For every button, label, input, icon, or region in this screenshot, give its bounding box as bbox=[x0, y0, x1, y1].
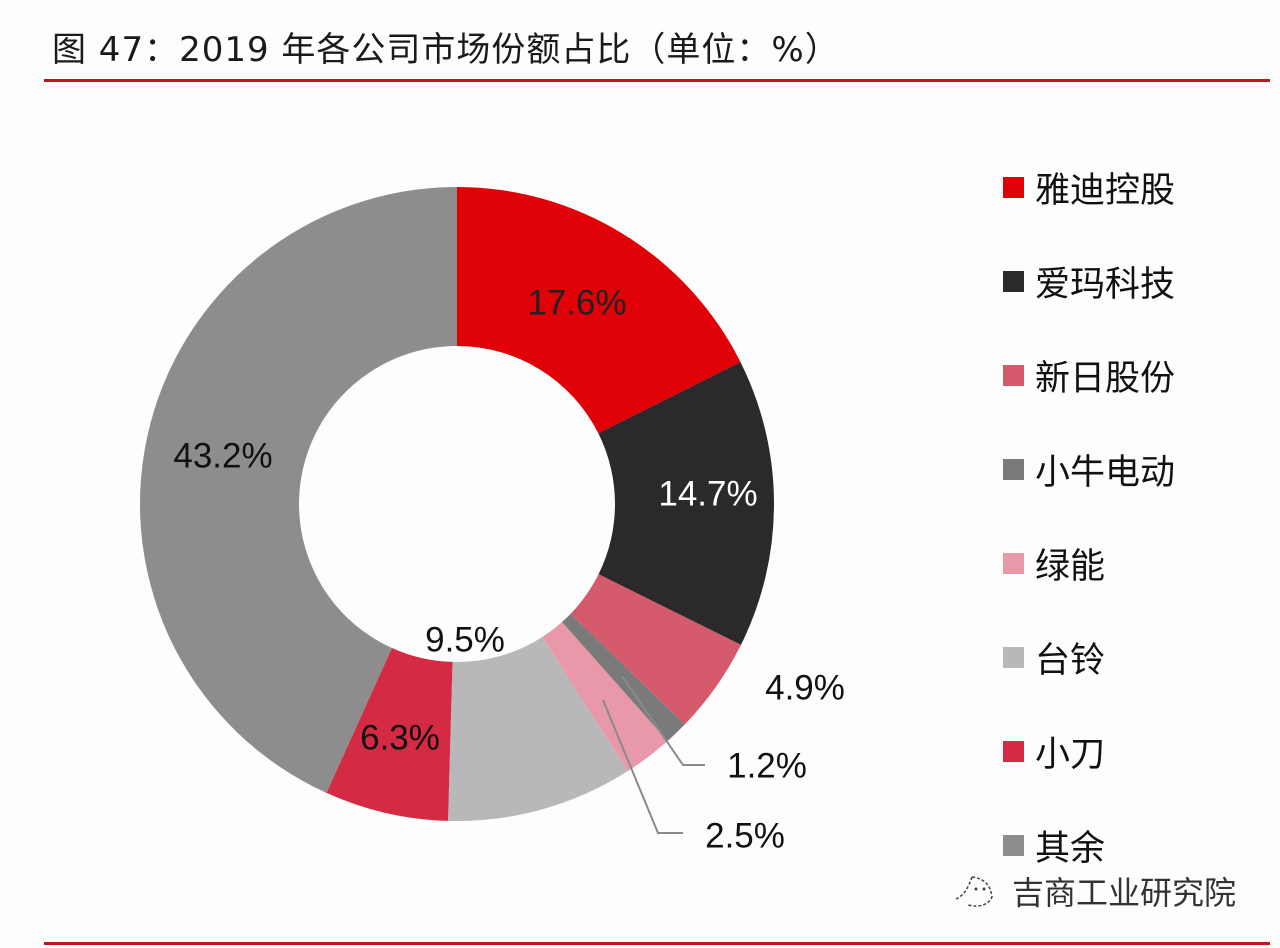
legend-swatch bbox=[1003, 740, 1024, 762]
legend-label: 绿能 bbox=[1035, 546, 1106, 587]
legend-item: 绿能 bbox=[1003, 543, 1263, 587]
donut-chart: 17.6% 14.7% 4.9% 1.2% 2.5% 9.5% 6.3% 43.2% bbox=[139, 187, 845, 855]
legend-label: 台铃 bbox=[1035, 640, 1106, 681]
data-label-8: 43.2% bbox=[173, 436, 272, 475]
legend-swatch bbox=[1003, 270, 1024, 292]
bottom-divider bbox=[44, 942, 1270, 945]
legend-swatch bbox=[1003, 176, 1024, 198]
slice-8 bbox=[139, 187, 457, 793]
slice-3 bbox=[570, 574, 741, 725]
legend-item: 新日股份 bbox=[1003, 355, 1263, 399]
legend-label: 雅迪控股 bbox=[1035, 170, 1176, 211]
data-label-3: 4.9% bbox=[765, 668, 845, 707]
leader-line-2 bbox=[602, 699, 683, 834]
data-label-2: 14.7% bbox=[658, 474, 757, 513]
legend-item: 小刀 bbox=[1003, 731, 1263, 775]
slice-5 bbox=[542, 622, 668, 772]
watermark-text: 吉商工业研究院 bbox=[1012, 874, 1237, 912]
legend-item: 小牛电动 bbox=[1003, 449, 1263, 493]
leader-line-1 bbox=[621, 675, 705, 766]
data-label-5: 2.5% bbox=[705, 816, 785, 855]
data-label-1: 17.6% bbox=[527, 283, 626, 322]
legend-swatch bbox=[1003, 552, 1024, 574]
slice-2 bbox=[598, 362, 774, 645]
legend-item: 雅迪控股 bbox=[1003, 167, 1263, 211]
leader-lines bbox=[602, 675, 705, 834]
data-label-4: 1.2% bbox=[727, 746, 807, 785]
slice-6 bbox=[448, 637, 628, 822]
legend-item: 爱玛科技 bbox=[1003, 261, 1263, 305]
legend-swatch bbox=[1003, 646, 1024, 668]
legend-label: 小牛电动 bbox=[1035, 452, 1176, 493]
chart-title: 图 47：2019 年各公司市场份额占比（单位：%） bbox=[52, 30, 840, 70]
legend-swatch bbox=[1003, 458, 1024, 480]
legend-item: 其余 bbox=[1003, 825, 1263, 869]
slices bbox=[139, 187, 774, 822]
legend-swatch bbox=[1003, 834, 1024, 856]
data-label-7: 6.3% bbox=[360, 718, 440, 757]
data-label-6: 9.5% bbox=[425, 620, 505, 659]
legend-item: 台铃 bbox=[1003, 637, 1263, 681]
legend-label: 新日股份 bbox=[1035, 358, 1176, 399]
legend-label: 其余 bbox=[1035, 828, 1106, 869]
legend-swatch bbox=[1003, 364, 1024, 386]
legend-label: 爱玛科技 bbox=[1035, 264, 1176, 305]
wechat-icon bbox=[955, 876, 993, 907]
slice-1 bbox=[457, 187, 741, 434]
data-labels: 17.6% 14.7% 4.9% 1.2% 2.5% 9.5% 6.3% 43.2% bbox=[173, 283, 845, 855]
watermark: 吉商工业研究院 bbox=[950, 868, 1236, 914]
legend-label: 小刀 bbox=[1035, 734, 1106, 775]
slice-7 bbox=[326, 647, 453, 821]
title-divider bbox=[44, 79, 1270, 82]
